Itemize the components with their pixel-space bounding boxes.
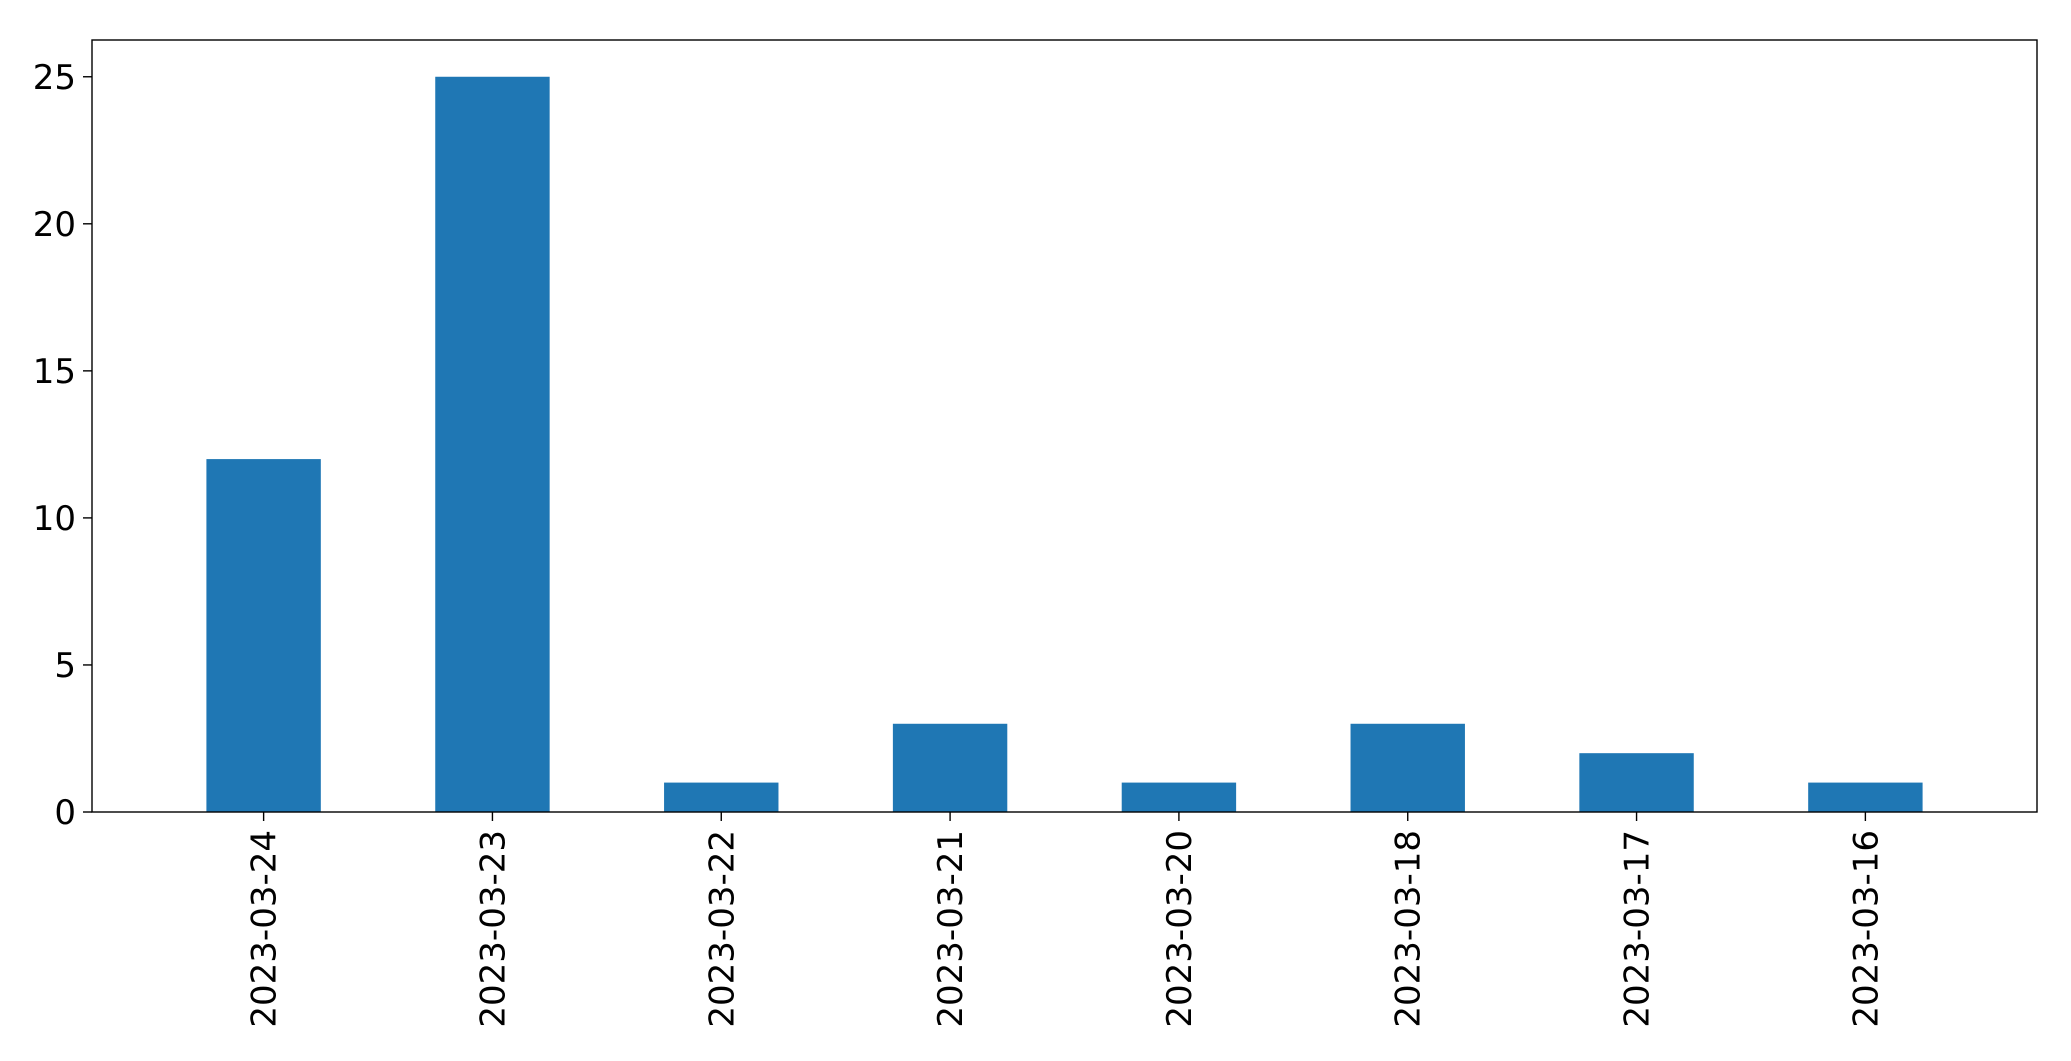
- plot-frame: [91, 39, 2038, 813]
- y-tick-label-5: 5: [54, 646, 76, 686]
- y-tick-label-20: 20: [33, 205, 76, 245]
- x-tick-label-2023-03-20: 2023-03-20: [1160, 830, 1200, 1028]
- x-tick-label-2023-03-21: 2023-03-21: [931, 830, 971, 1028]
- bar-2023-03-24: [206, 459, 321, 812]
- bar-2023-03-22: [664, 782, 779, 812]
- bar-2023-03-17: [1579, 753, 1694, 812]
- x-tick-label-2023-03-17: 2023-03-17: [1618, 830, 1658, 1028]
- x-tick-label-2023-03-23: 2023-03-23: [473, 830, 513, 1028]
- bar-2023-03-20: [1121, 782, 1237, 812]
- x-axis: 2023-03-24 2023-03-23 2023-03-22 2023-03-21…: [245, 812, 1886, 1028]
- bar-2023-03-21: [892, 723, 1008, 812]
- y-tick-label-10: 10: [33, 499, 76, 539]
- x-tick-label-2023-03-18: 2023-03-18: [1389, 830, 1429, 1028]
- y-tick-label-25: 25: [33, 58, 76, 98]
- bars-group: [206, 76, 1923, 812]
- x-tick-label-2023-03-22: 2023-03-22: [702, 830, 742, 1028]
- y-axis: 0 5 10 15 20 25: [33, 58, 92, 833]
- x-tick-label-2023-03-16: 2023-03-16: [1846, 830, 1886, 1028]
- y-tick-label-15: 15: [33, 352, 76, 392]
- bar-2023-03-23: [435, 76, 550, 812]
- y-tick-label-0: 0: [54, 793, 76, 833]
- bar-2023-03-16: [1808, 782, 1923, 812]
- x-tick-label-2023-03-24: 2023-03-24: [245, 830, 285, 1028]
- bar-2023-03-18: [1350, 723, 1465, 812]
